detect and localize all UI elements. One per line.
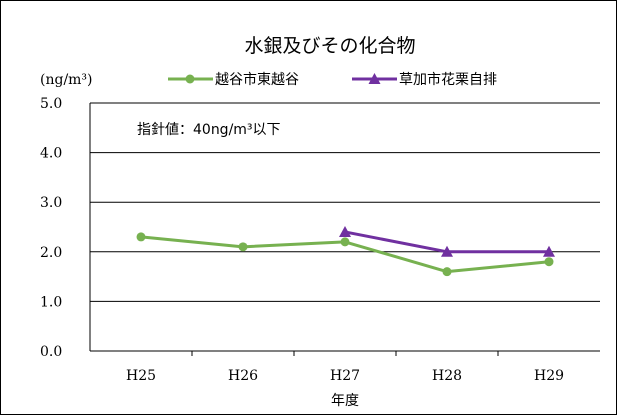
x-axis-label: 年度 (331, 393, 359, 409)
y-tick-label: 1.0 (40, 294, 62, 310)
series-group (136, 225, 555, 277)
data-point (441, 245, 453, 257)
legend-label-series-2: 草加市花栗自排 (399, 71, 497, 88)
series-2 (339, 225, 555, 257)
x-tick-labels: H25 H26 H27 H28 H29 (126, 351, 564, 384)
data-point (339, 225, 351, 237)
x-tick-label: H28 (432, 368, 462, 384)
chart-title: 水銀及びその化合物 (244, 35, 415, 57)
x-tick-label: H27 (330, 368, 360, 384)
annotation-box (123, 112, 325, 144)
y-tick-label: 5.0 (40, 96, 62, 112)
y-tick-label: 3.0 (40, 195, 62, 211)
x-tick-label: H25 (126, 368, 156, 384)
data-point (442, 267, 452, 277)
x-tick-label: H26 (228, 368, 258, 384)
data-point (544, 257, 554, 267)
x-tick-label: H29 (534, 368, 564, 384)
data-point (136, 232, 146, 242)
legend: 越谷市東越谷 草加市花栗自排 (168, 71, 497, 88)
guideline-annotation: 指針値：40ng/m³以下 (137, 122, 281, 138)
y-tick-label: 2.0 (40, 245, 62, 261)
data-point (543, 245, 555, 257)
legend-item-series-1: 越谷市東越谷 (168, 71, 299, 88)
data-point (340, 237, 350, 247)
y-tick-label: 0.0 (40, 344, 62, 360)
legend-item-series-2: 草加市花栗自排 (352, 71, 497, 88)
series-1 (136, 232, 554, 277)
y-tick-label: 4.0 (40, 146, 62, 162)
y-tick-labels: 0.0 1.0 2.0 3.0 4.0 5.0 (40, 96, 62, 360)
y-axis-label: (ng/m³) (40, 72, 93, 88)
legend-label-series-1: 越谷市東越谷 (215, 71, 299, 88)
data-point (238, 242, 248, 252)
